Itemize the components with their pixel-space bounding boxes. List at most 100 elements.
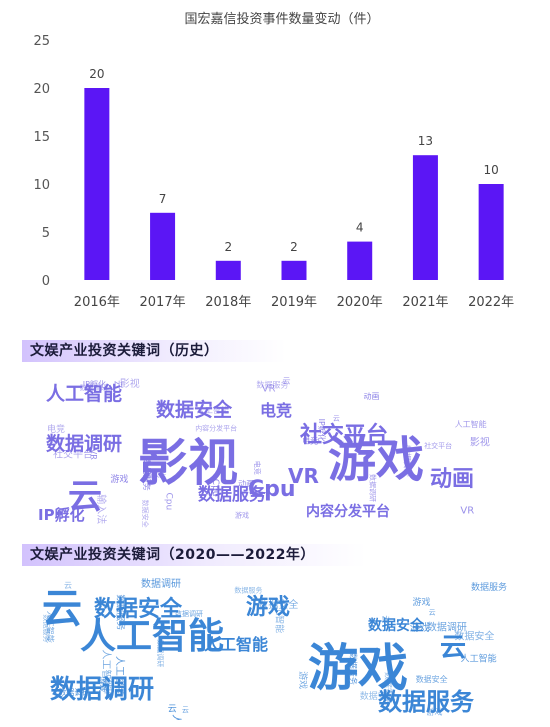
wordcloud-word: 数据服务 [42,614,51,642]
data-labels: 20 7 2 2 4 13 10 [89,67,499,254]
wordcloud-word: 数据安全 [416,674,448,684]
wordcloud-word: 数据调研 [50,675,154,705]
bar [281,260,307,280]
bar [347,241,373,280]
wordcloud-word: 游戏 [328,432,424,488]
wordcloud-word: 人工智能 [170,714,183,720]
wordcloud-word: 人工智能 [197,405,229,415]
wordcloud-word: 数据服务 [198,484,267,505]
x-tick-label: 2016年 [74,295,120,310]
data-label: 2 [224,240,232,254]
x-tick-label: 2022年 [468,295,514,310]
wordcloud-word: 游戏 [98,676,108,692]
wordcloud-word: 数据安全 [383,672,393,704]
wordcloud-word: 云 [182,706,189,714]
wordcloud-word: 数据服务 [471,581,507,593]
history-keywords-title: 文娱产业投资关键词（历史） [22,340,286,362]
bar [150,212,176,280]
wordcloud-word: VR [89,449,98,460]
y-tick-label: 25 [33,34,50,49]
wordcloud-word: 人工智能 [274,597,286,633]
x-axis-ticks: 2016年 2017年 2018年 2019年 2020年 2021年 2022年 [74,295,514,310]
wordcloud-word: 云 [64,581,72,590]
wordcloud-word: 数据服务 [142,459,152,491]
wordcloud-word: 动画 [238,478,254,488]
x-tick-label: 2021年 [402,295,448,310]
wordcloud-word: 输入法 [145,470,166,479]
wordcloud-word: 人工智能 [46,382,122,405]
wordcloud-word: IP孵化 [83,379,106,389]
recent-wordcloud: 人工智能 数据调研云游戏 数据服务 数据安全 人工智能云游戏 数据调研 数据服务 数据安全 人工… [38,570,514,720]
wordcloud-word: 游戏 [413,596,431,608]
bar [412,155,438,280]
data-label: 2 [290,240,298,254]
chart-title: 国宏嘉信投资事件数量变动（件） [184,11,379,27]
wordcloud-word: 电竞 [47,423,65,435]
bar [478,184,504,280]
bar [215,260,241,280]
recent-keywords-title: 文娱产业投资关键词（2020——2022年） [22,544,366,566]
wordcloud-word: 电竞 [253,461,262,475]
chart-bars [84,88,504,280]
wordcloud-word: 社交平台 [300,422,388,448]
x-tick-label: 2018年 [205,295,251,310]
wordcloud-word: 数据服务 [256,380,288,390]
wordcloud-word: 人工智能 [204,635,268,654]
bar [84,88,110,280]
wordcloud-word: 云 [333,414,340,422]
wordcloud-word: 数据服务 [234,585,262,594]
wordcloud-word: 数据调研 [80,383,108,392]
wordcloud-word: IP孵化 [317,419,327,442]
data-label: 13 [418,134,433,148]
x-tick-label: 2019年 [271,295,317,310]
wordcloud-word: 数据服务 [115,594,127,630]
wordcloud-word: VR [288,464,319,488]
wordcloud-word: 云 [112,380,122,389]
wordcloud-word: 游戏 [235,511,249,520]
wordcloud-word: 云 [168,705,177,715]
wordcloud-word: 影视 [138,434,238,492]
wordcloud-word: 云 [42,586,82,632]
wordcloud-word: 云 [68,477,102,517]
wordcloud-word: 人工智能 [45,611,55,643]
wordcloud-word: Cpu [210,479,220,497]
wordcloud-word: 游戏 [246,594,290,620]
wordcloud-word: 云 [381,615,390,623]
wordcloud-word: 社交平台 [424,441,452,450]
wordcloud-word: 数据调研 [156,639,165,667]
wordcloud-word: 数据调研 [58,687,90,697]
wordcloud-word: 游戏 [410,621,430,634]
wordcloud-word: 云 [440,633,466,663]
wordcloud-word: 影视 [120,377,140,390]
wordcloud-word: 数据安全 [454,629,494,642]
wordcloud-word: 人工智能 [461,652,497,664]
x-tick-label: 2017年 [140,295,186,310]
x-tick-label: 2020年 [337,295,383,310]
wordcloud-word: 数据调研 [141,577,181,590]
wordcloud-word: 数据调研 [175,609,203,618]
data-label: 10 [484,163,499,177]
wordcloud-word: Cpu [163,493,173,511]
wordcloud-word: VR [262,383,276,394]
wordcloud-word: 数据安全 [141,500,150,528]
wordcloud-word: 云 [104,689,114,700]
y-axis-ticks: 0 5 10 15 20 25 [33,34,50,289]
wordcloud-word: 输入法 [95,494,108,524]
wordcloud-word: 社交平台 [53,447,93,460]
wordcloud-word: 数据安全 [94,596,183,622]
wordcloud-word: 游戏 [308,639,408,697]
wordcloud-word: 游戏 [427,707,443,717]
wordcloud-word: 数据服务 [378,688,475,716]
history-wordcloud: 电竞 VR Cpu 输入法 影视 游戏云数据服务 内容分发平台 社交平台 数据调研 IP孵化 人工智… [38,368,514,528]
y-tick-label: 15 [33,130,50,145]
y-tick-label: 0 [42,274,50,289]
wordcloud-word: 数据安全 [258,598,298,611]
wordcloud-word: 数据服务 [348,653,358,685]
wordcloud-word: 动画 [364,391,380,401]
data-label: 4 [356,221,364,235]
bar-chart: 国宏嘉信投资事件数量变动（件） 0 5 10 15 20 25 20 7 2 2 4 13 10 20… [33,11,514,310]
wordcloud-word: Cpu [248,477,296,502]
wordcloud-word: 内容分发平台 [306,503,390,520]
wordcloud-word: 人工智能 [114,656,127,696]
wordcloud-word: 数据安全 [368,617,425,634]
